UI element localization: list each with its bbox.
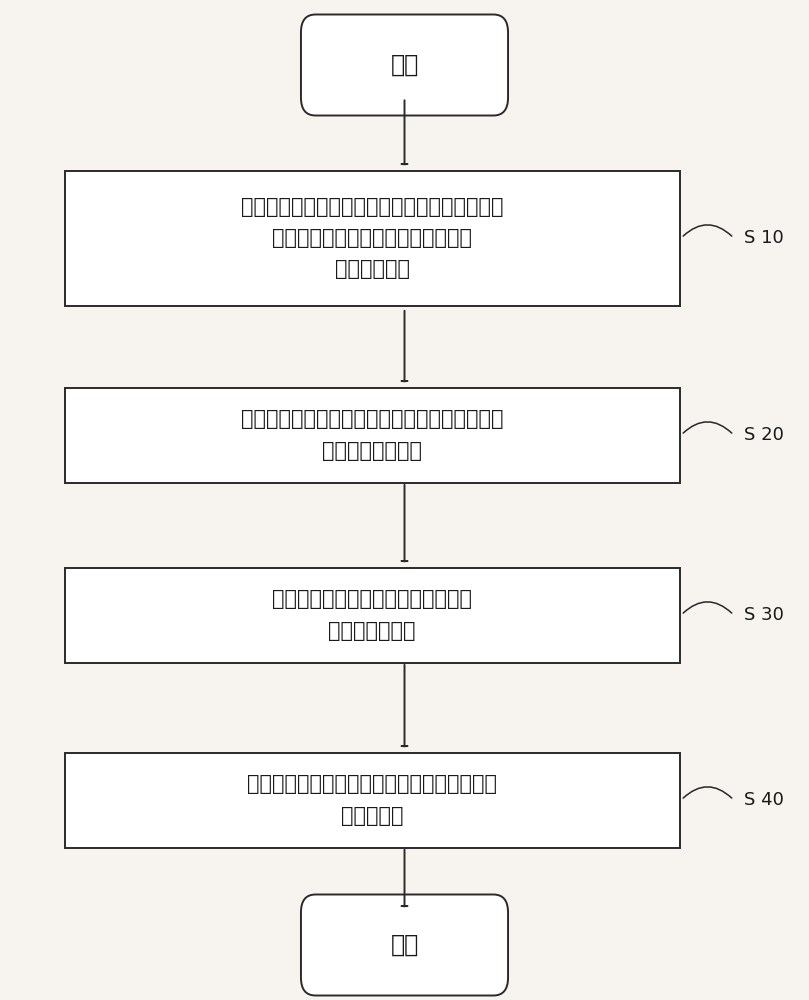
Text: S 20: S 20 <box>744 426 784 444</box>
Bar <box>65 752 680 847</box>
Text: S 40: S 40 <box>744 791 784 809</box>
FancyBboxPatch shape <box>301 14 508 115</box>
Text: S 30: S 30 <box>744 606 784 624</box>
Bar <box>65 387 680 483</box>
Text: 将不连续发送比特删除后的数据进行
去重复速率匹配: 将不连续发送比特删除后的数据进行 去重复速率匹配 <box>272 589 472 641</box>
Text: 将第一次解交织后的数据进行固定位置映射的不
连续发送比特删除: 将第一次解交织后的数据进行固定位置映射的不 连续发送比特删除 <box>241 409 503 461</box>
Bar <box>65 170 680 306</box>
Text: 在存储空间中对去重复速率匹配后的数据进行
无线帧连接: 在存储空间中对去重复速率匹配后的数据进行 无线帧连接 <box>247 774 498 826</box>
Text: 结束: 结束 <box>391 933 418 957</box>
Text: 对将一个传输时间间隔帧的每个无线帧中的数据
进行传输信道分解后得到的数据进行
第一次解交织: 对将一个传输时间间隔帧的每个无线帧中的数据 进行传输信道分解后得到的数据进行 第… <box>241 197 503 279</box>
Text: 开始: 开始 <box>391 53 418 77</box>
FancyBboxPatch shape <box>301 894 508 996</box>
Bar <box>65 568 680 662</box>
Text: S 10: S 10 <box>744 229 784 247</box>
